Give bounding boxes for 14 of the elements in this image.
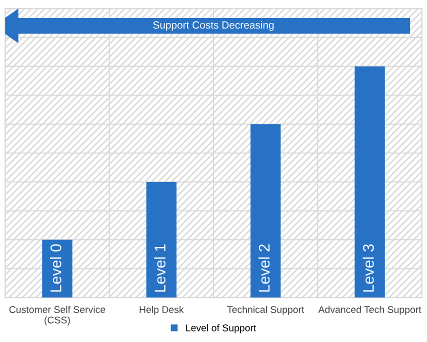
bar	[146, 182, 177, 298]
annotation: Level 0	[50, 244, 62, 292]
bar	[250, 124, 281, 298]
bar	[354, 66, 385, 298]
legend-label: Level of Support	[186, 324, 256, 334]
annotation: Level 2	[258, 244, 270, 292]
annotation: Level 3	[362, 244, 374, 292]
x-tick-label: Help Desk	[140, 306, 184, 315]
annotation: Level 1	[154, 244, 166, 292]
x-tick-label: Technical Support	[227, 306, 304, 315]
x-tick-label: Advanced Tech Support	[318, 306, 422, 315]
text: Support Costs Decreasing	[153, 21, 274, 31]
x-tick-label: Customer Self Service (CSS)	[9, 306, 106, 326]
bar	[42, 240, 72, 298]
